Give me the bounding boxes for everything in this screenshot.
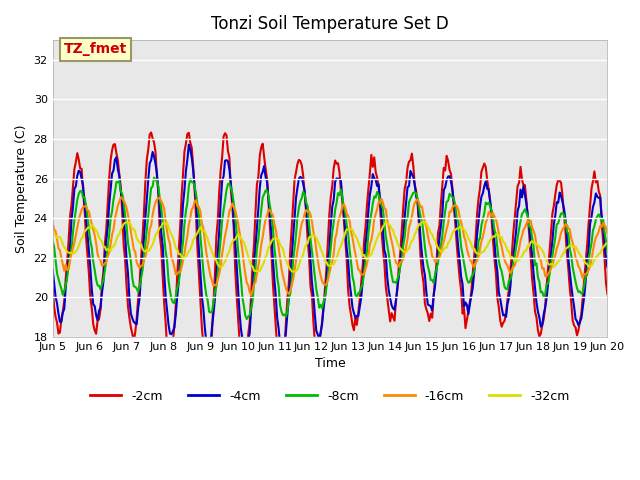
-16cm — [337, 210, 345, 216]
-8cm — [243, 316, 251, 322]
Line: -32cm: -32cm — [52, 221, 607, 272]
-2cm — [604, 291, 611, 297]
Y-axis label: Soil Temperature (C): Soil Temperature (C) — [15, 124, 28, 252]
-32cm — [335, 246, 343, 252]
Title: Tonzi Soil Temperature Set D: Tonzi Soil Temperature Set D — [211, 15, 449, 33]
-4cm — [337, 178, 345, 184]
-4cm — [602, 254, 610, 260]
-8cm — [604, 250, 611, 256]
-32cm — [49, 231, 56, 237]
-4cm — [241, 353, 249, 359]
-4cm — [49, 267, 56, 273]
-16cm — [247, 292, 255, 298]
-32cm — [68, 250, 76, 256]
-16cm — [85, 208, 93, 214]
-8cm — [447, 192, 455, 198]
-2cm — [530, 290, 538, 296]
Text: TZ_fmet: TZ_fmet — [64, 42, 127, 57]
-4cm — [530, 270, 538, 276]
-8cm — [530, 243, 538, 249]
-8cm — [85, 227, 93, 232]
-2cm — [85, 270, 93, 276]
-4cm — [185, 142, 193, 147]
-2cm — [602, 280, 610, 286]
-2cm — [447, 171, 455, 177]
-32cm — [447, 235, 455, 240]
-32cm — [382, 218, 390, 224]
-16cm — [602, 225, 610, 231]
-4cm — [68, 217, 76, 223]
-16cm — [530, 228, 538, 234]
-2cm — [240, 372, 248, 377]
-4cm — [447, 179, 455, 184]
-16cm — [117, 194, 125, 200]
-32cm — [85, 225, 93, 230]
-32cm — [602, 241, 610, 247]
-8cm — [337, 187, 345, 192]
-8cm — [150, 175, 158, 180]
-2cm — [68, 202, 76, 208]
-2cm — [147, 130, 155, 135]
-32cm — [289, 269, 297, 275]
-16cm — [49, 220, 56, 226]
Line: -4cm: -4cm — [52, 144, 607, 356]
-8cm — [49, 239, 56, 244]
Line: -2cm: -2cm — [52, 132, 607, 374]
-32cm — [530, 240, 538, 246]
Legend: -2cm, -4cm, -8cm, -16cm, -32cm: -2cm, -4cm, -8cm, -16cm, -32cm — [85, 384, 575, 408]
-4cm — [85, 248, 93, 253]
-2cm — [337, 188, 345, 193]
-16cm — [447, 209, 455, 215]
X-axis label: Time: Time — [315, 357, 346, 370]
-2cm — [49, 284, 56, 290]
-32cm — [604, 240, 611, 246]
-8cm — [68, 245, 76, 251]
-4cm — [604, 264, 611, 270]
Line: -16cm: -16cm — [52, 197, 607, 295]
-8cm — [602, 238, 610, 244]
-16cm — [604, 231, 611, 237]
-16cm — [68, 250, 76, 256]
Line: -8cm: -8cm — [52, 178, 607, 319]
